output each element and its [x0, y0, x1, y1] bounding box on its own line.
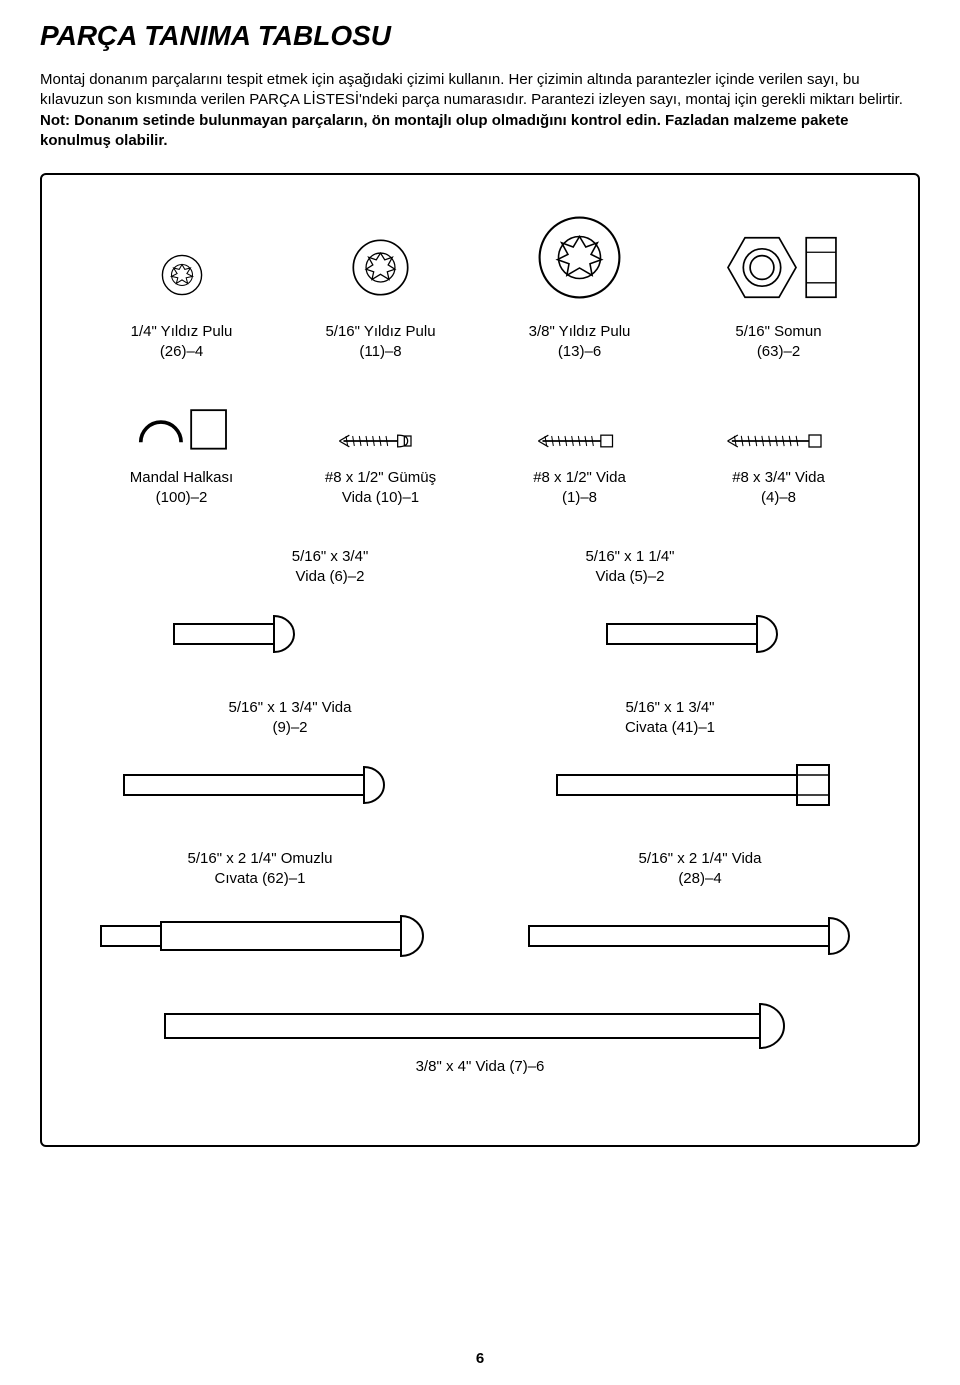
washer-icons-row: [82, 205, 878, 310]
part-label: 5/16" x 2 1/4" Vida(28)–4: [540, 849, 860, 888]
parts-frame: 1/4" Yıldız Pulu(26)–4 5/16" Yıldız Pulu…: [40, 173, 920, 1147]
latch-ring-icon: [82, 401, 281, 456]
bolt-pair3-icons: [82, 912, 878, 960]
nut-icon: [679, 225, 878, 310]
part-label: #8 x 1/2" Vida(1)–8: [480, 468, 679, 507]
intro-text: Montaj donanım parçalarını tespit etmek …: [40, 71, 903, 108]
part-label: 5/16" x 1 3/4"Civata (41)–1: [540, 698, 800, 737]
star-washer-small-icon: [82, 240, 281, 310]
bolt-last-icon-row: [82, 1000, 878, 1052]
intro-bold: Not: Donanım setinde bulunmayan parçalar…: [40, 112, 848, 149]
washer-labels-row: 1/4" Yıldız Pulu(26)–4 5/16" Yıldız Pulu…: [82, 318, 878, 361]
bolt-icon: [524, 912, 864, 960]
intro-paragraph: Montaj donanım parçalarını tespit etmek …: [40, 70, 920, 151]
screw-med-icon: [480, 426, 679, 456]
part-label: 5/16" x 1 3/4" Vida(9)–2: [160, 698, 420, 737]
part-label: 5/16" Somun(63)–2: [679, 322, 878, 361]
star-washer-large-icon: [480, 205, 679, 310]
part-label: 5/16" x 1 1/4"Vida (5)–2: [540, 547, 720, 586]
part-label: 3/8" Yıldız Pulu(13)–6: [480, 322, 679, 361]
page-title: PARÇA TANIMA TABLOSU: [40, 20, 920, 52]
screw-icons-row: [82, 401, 878, 456]
bolt-icon: [119, 761, 399, 809]
shoulder-bolt-icon: [96, 912, 436, 960]
bolt-pair2-icons: [82, 761, 878, 809]
part-label: 5/16" x 2 1/4" OmuzluCıvata (62)–1: [100, 849, 420, 888]
screw-small-icon: [281, 426, 480, 456]
part-label: #8 x 1/2" GümüşVida (10)–1: [281, 468, 480, 507]
screw-long-icon: [679, 426, 878, 456]
bolt-pair1-icons: [82, 610, 878, 658]
bolt-icon: [602, 610, 792, 658]
bolt-pair2-labels: 5/16" x 1 3/4" Vida(9)–2 5/16" x 1 3/4"C…: [82, 698, 878, 737]
part-label: 3/8" x 4" Vida (7)–6: [82, 1058, 878, 1075]
part-label: #8 x 3/4" Vida(4)–8: [679, 468, 878, 507]
bolt-icon: [169, 610, 309, 658]
part-label: 1/4" Yıldız Pulu(26)–4: [82, 322, 281, 361]
hex-bolt-icon: [552, 761, 842, 809]
page-number: 6: [0, 1350, 960, 1367]
part-label: Mandal Halkası(100)–2: [82, 468, 281, 507]
bolt-pair1-labels: 5/16" x 3/4"Vida (6)–2 5/16" x 1 1/4"Vid…: [82, 547, 878, 586]
screw-labels-row: Mandal Halkası(100)–2 #8 x 1/2" GümüşVid…: [82, 464, 878, 507]
part-label: 5/16" x 3/4"Vida (6)–2: [240, 547, 420, 586]
star-washer-med-icon: [281, 225, 480, 310]
long-bolt-icon: [160, 1000, 800, 1052]
part-label: 5/16" Yıldız Pulu(11)–8: [281, 322, 480, 361]
bolt-pair3-labels: 5/16" x 2 1/4" OmuzluCıvata (62)–1 5/16"…: [82, 849, 878, 888]
